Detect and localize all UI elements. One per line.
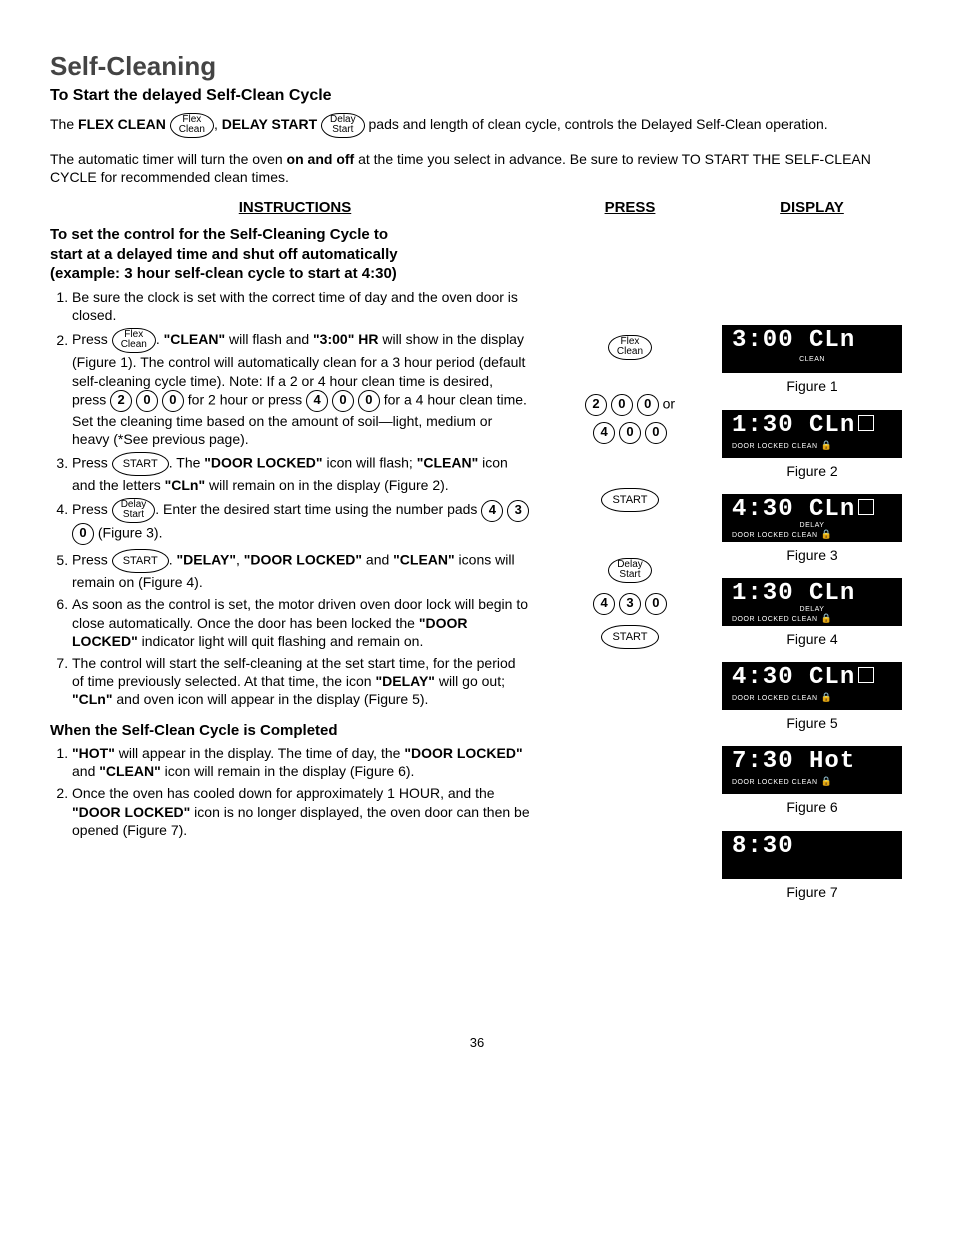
page-number: 36 (50, 1035, 904, 1052)
instructions-column: To set the control for the Self-Cleaning… (50, 225, 540, 914)
num-4-icon: 4 (306, 390, 328, 412)
oven-icon (858, 667, 874, 683)
oven-icon (858, 415, 874, 431)
figure-2-label: Figure 2 (720, 462, 904, 480)
num-0-icon: 0 (645, 593, 667, 615)
header-press: PRESS (540, 198, 720, 218)
page-title: Self-Cleaning (50, 50, 904, 84)
num-0-icon: 0 (72, 523, 94, 545)
figure-4-label: Figure 4 (720, 630, 904, 648)
display-figure-3: 4:30 CLn DELAY DOOR LOCKED CLEAN (722, 494, 902, 542)
step-5: Press START. "DELAY", "DOOR LOCKED" and … (72, 549, 530, 591)
start-icon: START (112, 452, 169, 476)
figure-6-label: Figure 6 (720, 798, 904, 816)
delay-start-icon: DelayStart (608, 558, 652, 583)
num-0-icon: 0 (637, 394, 659, 416)
num-0-icon: 0 (332, 390, 354, 412)
num-4-icon: 4 (481, 500, 503, 522)
delay-start-icon: DelayStart (112, 498, 156, 523)
text: , (214, 116, 222, 132)
step-6: As soon as the control is set, the motor… (72, 595, 530, 650)
header-display: DISPLAY (720, 198, 904, 218)
complete-step-2: Once the oven has cooled down for approx… (72, 784, 530, 839)
or-label: or (659, 396, 675, 412)
text: The automatic timer will turn the oven (50, 151, 287, 167)
label-delay-start: DELAY START (222, 116, 317, 132)
num-3-icon: 3 (619, 593, 641, 615)
steps-list-2: "HOT" will appear in the display. The ti… (50, 744, 530, 839)
delay-start-icon: DelayStart (321, 113, 365, 138)
start-icon: START (112, 549, 169, 573)
press-start-2: START (540, 625, 720, 649)
step-4: Press DelayStart. Enter the desired star… (72, 498, 530, 545)
subtitle: To Start the delayed Self-Clean Cycle (50, 86, 904, 107)
steps-list-1: Be sure the clock is set with the correc… (50, 288, 530, 709)
num-0-icon: 0 (136, 390, 158, 412)
label-flex-clean: FLEX CLEAN (78, 116, 166, 132)
press-200-400: 2 0 0 or 4 0 0 (540, 394, 720, 444)
num-0-icon: 0 (611, 394, 633, 416)
oven-icon (858, 499, 874, 515)
start-icon: START (601, 625, 658, 649)
step-1: Be sure the clock is set with the correc… (72, 288, 530, 324)
text: on and off (287, 151, 355, 167)
num-2-icon: 2 (110, 390, 132, 412)
press-delay-430: DelayStart 4 3 0 (540, 558, 720, 615)
flex-clean-icon: FlexClean (170, 113, 214, 138)
figure-5-label: Figure 5 (720, 714, 904, 732)
num-4-icon: 4 (593, 422, 615, 444)
step-7: The control will start the self-cleaning… (72, 654, 530, 709)
header-instructions: INSTRUCTIONS (50, 198, 540, 218)
text: pads and length of clean cycle, controls… (365, 116, 828, 132)
num-3-icon: 3 (507, 500, 529, 522)
num-0-icon: 0 (358, 390, 380, 412)
num-4-icon: 4 (593, 593, 615, 615)
num-0-icon: 0 (645, 422, 667, 444)
display-column: 3:00 CLn CLEAN Figure 1 1:30 CLn DOOR LO… (720, 225, 904, 914)
step-3: Press START. The "DOOR LOCKED" icon will… (72, 452, 530, 494)
num-0-icon: 0 (162, 390, 184, 412)
intro-paragraph-1: The FLEX CLEAN FlexClean, DELAY START De… (50, 113, 904, 138)
section-1-heading: To set the control for the Self-Cleaning… (50, 225, 530, 284)
num-2-icon: 2 (585, 394, 607, 416)
intro-paragraph-2: The automatic timer will turn the oven o… (50, 150, 904, 186)
figure-7-label: Figure 7 (720, 883, 904, 901)
display-figure-5: 4:30 CLn DOOR LOCKED CLEAN (722, 662, 902, 710)
display-figure-4: 1:30 CLn DELAY DOOR LOCKED CLEAN (722, 578, 902, 626)
text: The (50, 116, 78, 132)
flex-clean-icon: FlexClean (112, 328, 156, 353)
figure-1-label: Figure 1 (720, 377, 904, 395)
flex-clean-icon: FlexClean (608, 335, 652, 360)
section-2-heading: When the Self-Clean Cycle is Completed (50, 721, 530, 741)
display-figure-7: 8:30 (722, 831, 902, 879)
display-figure-6: 7:30 Hot DOOR LOCKED CLEAN (722, 746, 902, 794)
display-figure-1: 3:00 CLn CLEAN (722, 325, 902, 373)
step-2: Press FlexClean. "CLEAN" will flash and … (72, 328, 530, 448)
press-start: START (540, 488, 720, 512)
num-0-icon: 0 (619, 422, 641, 444)
complete-step-1: "HOT" will appear in the display. The ti… (72, 744, 530, 780)
display-figure-2: 1:30 CLn DOOR LOCKED CLEAN (722, 410, 902, 458)
figure-3-label: Figure 3 (720, 546, 904, 564)
press-column: FlexClean 2 0 0 or 4 0 0 START DelayStar… (540, 225, 720, 914)
column-headers: INSTRUCTIONS PRESS DISPLAY (50, 198, 904, 218)
start-icon: START (601, 488, 658, 512)
press-flex-clean: FlexClean (540, 335, 720, 360)
